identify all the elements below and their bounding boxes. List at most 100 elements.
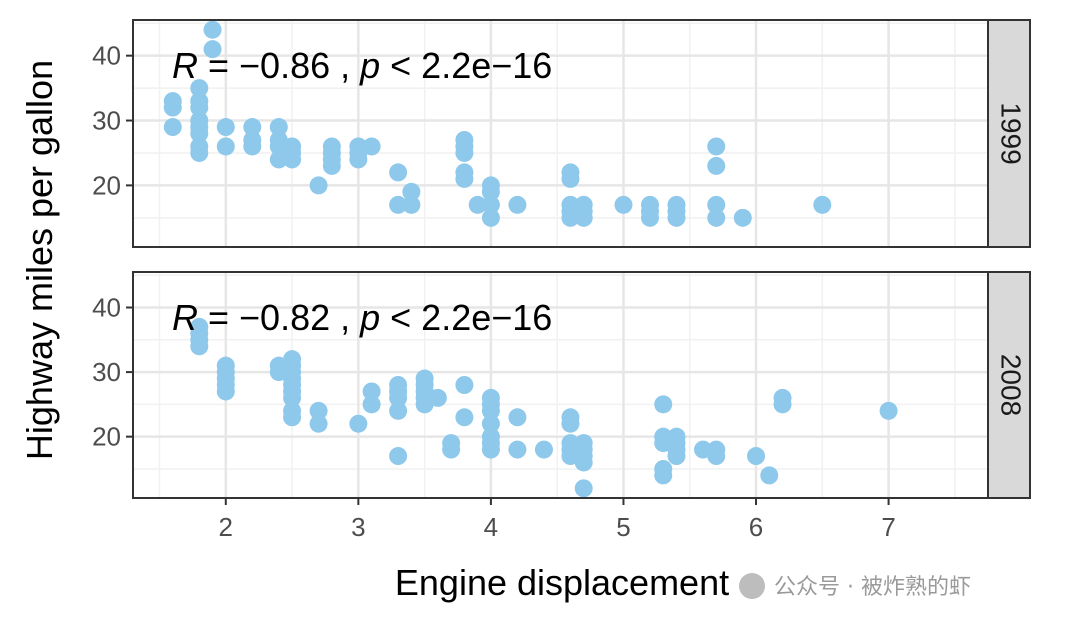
data-point: [654, 459, 673, 478]
data-point: [508, 440, 527, 459]
data-point: [468, 195, 487, 214]
data-point: [190, 111, 209, 130]
correlation-annotation: R = −0.82 , p < 2.2e−16: [172, 297, 552, 338]
data-point: [389, 195, 408, 214]
data-point: [163, 92, 182, 111]
annotation-italic-label: p: [359, 45, 380, 86]
data-point: [707, 156, 726, 175]
data-point: [508, 195, 527, 214]
y-tick-label: 30: [92, 357, 121, 387]
data-point: [747, 447, 766, 466]
data-point: [216, 356, 235, 375]
data-point: [481, 427, 500, 446]
data-point: [203, 40, 222, 59]
data-point: [481, 208, 500, 227]
x-tick-label: 5: [616, 512, 630, 542]
data-point: [190, 92, 209, 111]
data-point: [190, 79, 209, 98]
y-tick-label: 40: [92, 41, 121, 71]
data-point: [667, 427, 686, 446]
data-point: [707, 208, 726, 227]
strip-background: [987, 19, 1031, 248]
data-point: [455, 376, 474, 394]
data-point: [309, 176, 328, 195]
data-point: [561, 408, 580, 427]
annotation-italic-label: R: [172, 45, 198, 86]
data-point: [707, 195, 726, 214]
strip-label-2008: 2008: [996, 354, 1027, 416]
data-point: [561, 163, 580, 182]
x-tick-label: 2: [219, 512, 233, 542]
y-tick-label: 40: [92, 293, 121, 323]
x-tick-label: 4: [484, 512, 498, 542]
data-point: [733, 208, 752, 227]
annotation-italic-label: R: [172, 297, 198, 338]
data-point: [481, 195, 500, 214]
x-tick-label: 3: [351, 512, 365, 542]
annotation-text: = −0.82 ,: [198, 297, 360, 338]
watermark-text: 公众号 · 被炸熟的虾: [774, 575, 971, 600]
data-point: [508, 408, 527, 427]
data-point: [455, 130, 474, 149]
data-point: [216, 137, 235, 156]
data-point: [667, 195, 686, 214]
data-point: [243, 130, 262, 149]
y-tick-label: 30: [92, 106, 121, 136]
panel-2008: 2008 R = −0.82 , p < 2.2e−16: [132, 271, 1031, 499]
data-point: [362, 382, 381, 401]
x-tick-label: 6: [749, 512, 763, 542]
data-point: [283, 401, 302, 420]
data-point: [389, 401, 408, 420]
data-point: [349, 137, 368, 156]
data-point: [322, 137, 341, 156]
data-point: [455, 163, 474, 182]
data-point: [574, 479, 593, 498]
data-point: [309, 414, 328, 433]
data-point: [389, 163, 408, 182]
data-point: [389, 376, 408, 394]
x-tick-label: 7: [881, 512, 895, 542]
data-point: [707, 440, 726, 459]
data-point: [813, 195, 832, 214]
data-point: [415, 369, 434, 388]
correlation-annotation: R = −0.86 , p < 2.2e−16: [172, 45, 552, 86]
annotation-text: < 2.2e−16: [380, 45, 552, 86]
strip-label-1999: 1999: [996, 102, 1027, 164]
annotation-text: < 2.2e−16: [380, 297, 552, 338]
data-point: [760, 466, 779, 485]
watermark: 公众号 · 被炸熟的虾: [739, 573, 971, 600]
data-point: [534, 440, 553, 459]
data-point: [879, 401, 898, 420]
data-point: [402, 182, 421, 201]
data-point: [163, 118, 182, 137]
data-point: [773, 388, 792, 407]
panel-background: [133, 272, 988, 498]
data-point: [481, 388, 500, 407]
annotation-text: = −0.86 ,: [198, 45, 360, 86]
data-point: [309, 401, 328, 420]
data-point: [402, 195, 421, 214]
annotation-italic-label: p: [359, 297, 380, 338]
data-point: [428, 388, 447, 407]
data-point: [640, 195, 659, 214]
data-point: [707, 137, 726, 156]
data-point: [442, 434, 461, 453]
data-point: [269, 118, 288, 137]
y-tick-label: 20: [92, 170, 121, 200]
data-point: [481, 176, 500, 195]
data-point: [362, 395, 381, 414]
data-point: [243, 118, 262, 137]
data-point: [574, 434, 593, 453]
data-point: [614, 195, 633, 214]
axes-layer: 20 30 40 20 30 40 2 3 4 5 6 7: [92, 41, 896, 542]
strip-background: [987, 271, 1031, 499]
wechat-icon: [739, 573, 765, 599]
y-tick-label: 20: [92, 422, 121, 452]
data-point: [389, 447, 408, 466]
x-axis-title: Engine displacement: [395, 562, 729, 603]
data-point: [654, 395, 673, 414]
data-point: [283, 137, 302, 156]
data-point: [574, 195, 593, 214]
panel-1999: 1999 R = −0.86 , p < 2.2e−16: [132, 19, 1031, 248]
data-point: [216, 118, 235, 137]
